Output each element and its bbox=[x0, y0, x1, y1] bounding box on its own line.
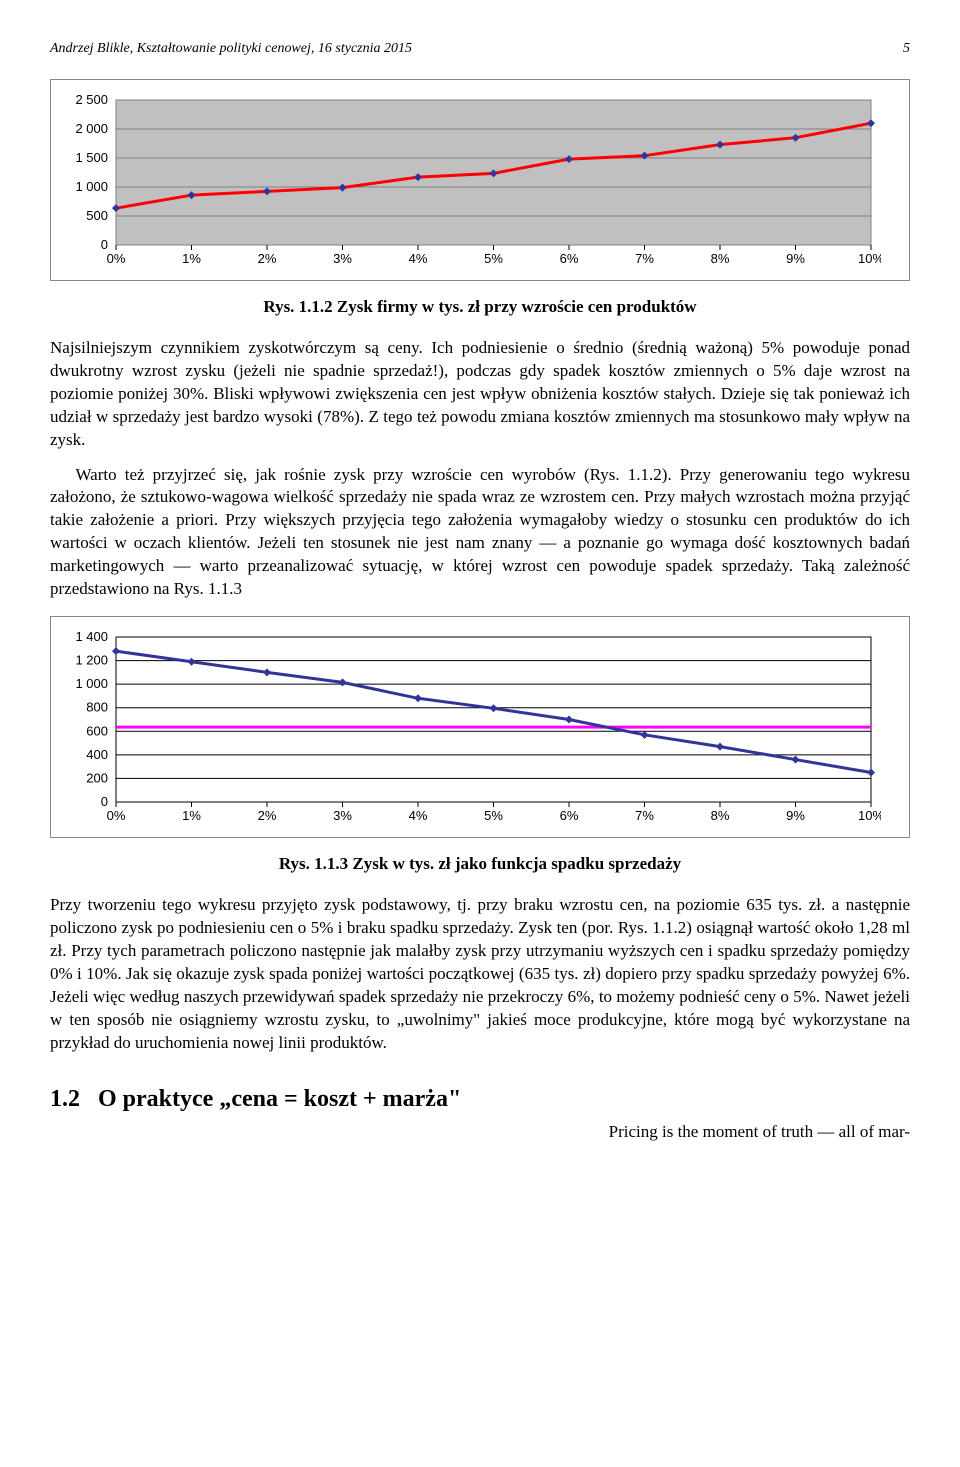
svg-text:0%: 0% bbox=[107, 251, 126, 266]
svg-text:4%: 4% bbox=[409, 251, 428, 266]
paragraph-3: Przy tworzeniu tego wykresu przyjęto zys… bbox=[50, 894, 910, 1055]
svg-text:8%: 8% bbox=[711, 251, 730, 266]
header-page-number: 5 bbox=[903, 40, 910, 59]
svg-text:8%: 8% bbox=[711, 808, 730, 823]
caption-chart-1: Rys. 1.1.2 Zysk firmy w tys. zł przy wzr… bbox=[50, 296, 910, 319]
svg-text:4%: 4% bbox=[409, 808, 428, 823]
svg-text:1 400: 1 400 bbox=[75, 629, 108, 644]
header-text: Andrzej Blikle, Kształtowanie polityki c… bbox=[50, 40, 412, 59]
section-title: O praktyce „cena = koszt + marża" bbox=[98, 1086, 461, 1112]
svg-text:1%: 1% bbox=[182, 808, 201, 823]
svg-text:5%: 5% bbox=[484, 251, 503, 266]
chart-profit-vs-price-increase: 0 500 1 000 1 500 2 000 2 500 0% 1% 2% 3% 4% 5% 6% 7%… bbox=[50, 79, 910, 281]
svg-text:0%: 0% bbox=[107, 808, 126, 823]
svg-text:7%: 7% bbox=[635, 251, 654, 266]
svg-text:200: 200 bbox=[86, 771, 108, 786]
svg-text:1%: 1% bbox=[182, 251, 201, 266]
svg-text:3%: 3% bbox=[333, 251, 352, 266]
svg-text:2%: 2% bbox=[258, 251, 277, 266]
svg-text:0: 0 bbox=[101, 794, 108, 809]
section-number: 1.2 bbox=[50, 1086, 80, 1112]
chart-profit-vs-sales-drop: 0 200 400 600 800 1 000 1 200 1 400 0% 1% 2% 3% 4% 5%… bbox=[50, 616, 910, 838]
svg-text:3%: 3% bbox=[333, 808, 352, 823]
svg-text:600: 600 bbox=[86, 723, 108, 738]
svg-text:5%: 5% bbox=[484, 808, 503, 823]
svg-text:9%: 9% bbox=[786, 808, 805, 823]
svg-text:10%: 10% bbox=[858, 808, 881, 823]
svg-text:9%: 9% bbox=[786, 251, 805, 266]
svg-text:800: 800 bbox=[86, 700, 108, 715]
svg-text:10%: 10% bbox=[858, 251, 881, 266]
svg-text:1 000: 1 000 bbox=[75, 676, 108, 691]
svg-text:6%: 6% bbox=[560, 808, 579, 823]
svg-text:7%: 7% bbox=[635, 808, 654, 823]
svg-text:2%: 2% bbox=[258, 808, 277, 823]
page-header: Andrzej Blikle, Kształtowanie polityki c… bbox=[50, 40, 910, 59]
section-heading: 1.2 O praktyce „cena = koszt + marża" bbox=[50, 1083, 910, 1115]
paragraph-2: Warto też przyjrzeć się, jak rośnie zysk… bbox=[50, 464, 910, 602]
epigraph-quote: Pricing is the moment of truth — all of … bbox=[50, 1121, 910, 1144]
svg-text:0: 0 bbox=[101, 237, 108, 252]
svg-text:500: 500 bbox=[86, 208, 108, 223]
svg-text:1 000: 1 000 bbox=[75, 179, 108, 194]
svg-text:1 500: 1 500 bbox=[75, 150, 108, 165]
svg-text:2 500: 2 500 bbox=[75, 92, 108, 107]
svg-text:2 000: 2 000 bbox=[75, 121, 108, 136]
svg-text:6%: 6% bbox=[560, 251, 579, 266]
svg-text:1 200: 1 200 bbox=[75, 653, 108, 668]
svg-text:400: 400 bbox=[86, 747, 108, 762]
caption-chart-2: Rys. 1.1.3 Zysk w tys. zł jako funkcja s… bbox=[50, 853, 910, 876]
paragraph-1: Najsilniejszym czynnikiem zyskotwórczym … bbox=[50, 337, 910, 452]
